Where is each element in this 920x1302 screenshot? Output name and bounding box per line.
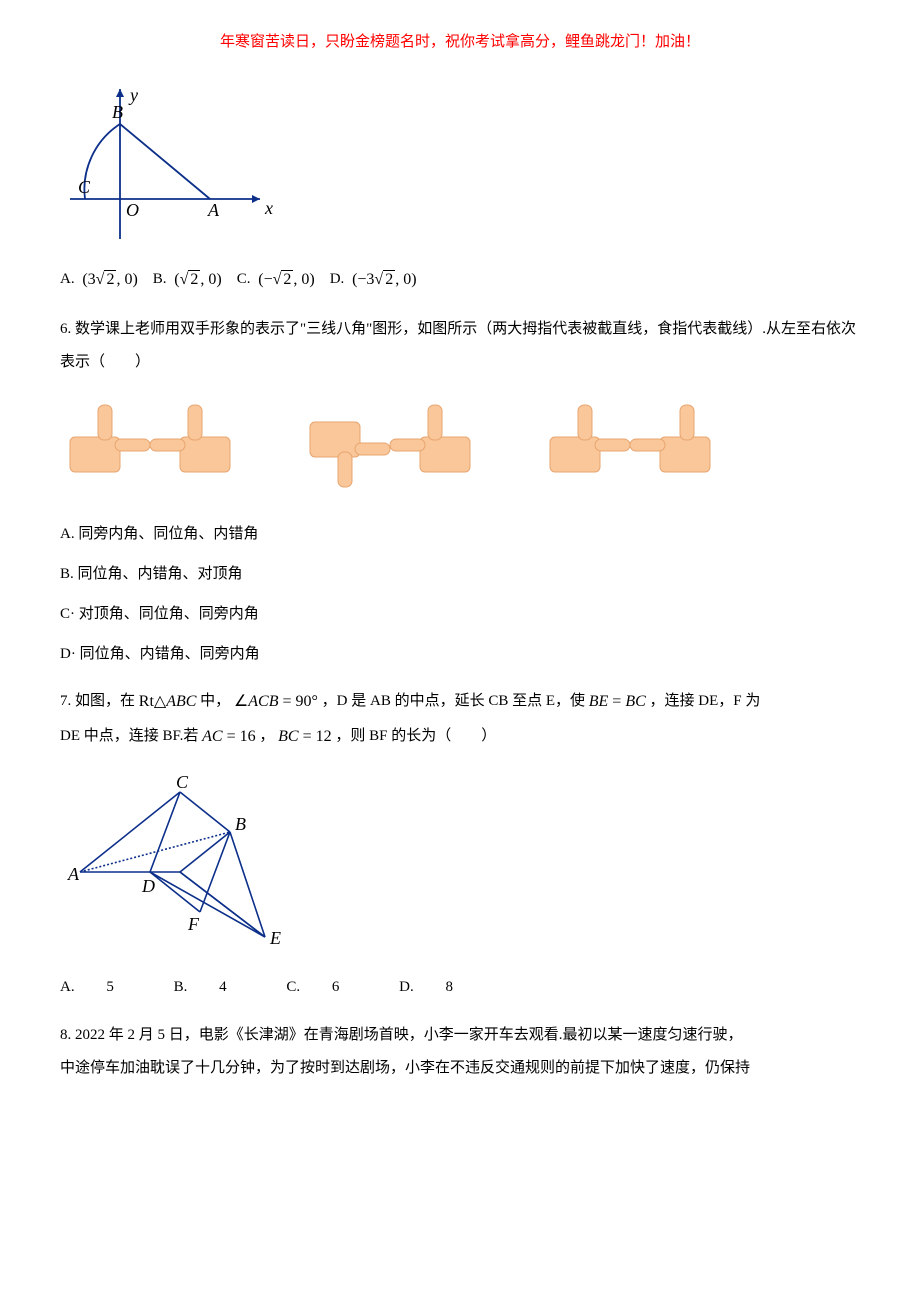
q7-ac: AC = 16 xyxy=(202,728,255,745)
q7-options: A. 5 B. 4 C. 6 D. 8 xyxy=(60,975,860,999)
q7-option-b-val: 4 xyxy=(219,979,227,995)
hand-pair-2 xyxy=(300,397,480,497)
svg-text:A: A xyxy=(67,864,80,884)
q7-bc: BC = 12 xyxy=(278,728,331,745)
q7-part2: 中， xyxy=(200,693,230,709)
q7-option-a-val: 5 xyxy=(106,979,114,995)
q5-option-a-expr: (3√2, 0) xyxy=(82,270,137,288)
q8-number: 8. xyxy=(60,1027,71,1043)
q5-option-d-expr: (−3√2, 0) xyxy=(352,270,416,288)
q7-number: 7. xyxy=(60,693,71,709)
q7-option-b: B. 4 xyxy=(174,979,255,995)
q6-option-c: C· 对顶角、同位角、同旁内角 xyxy=(60,602,860,626)
svg-text:C: C xyxy=(176,772,189,792)
svg-text:D: D xyxy=(141,876,155,896)
svg-text:y: y xyxy=(128,85,138,105)
q6-number: 6. xyxy=(60,321,71,337)
q7-part3: ，D 是 AB 的中点，延长 CB 至点 E，使 xyxy=(322,693,585,709)
q7-option-a: A. 5 xyxy=(60,979,142,995)
q7-option-c-val: 6 xyxy=(332,979,340,995)
svg-text:C: C xyxy=(78,177,91,197)
q6-option-a: A. 同旁内角、同位角、内错角 xyxy=(60,522,860,546)
q7-option-c-label: C. xyxy=(286,979,300,995)
q7-option-a-label: A. xyxy=(60,979,75,995)
hand-pair-1 xyxy=(60,397,240,497)
q7-part5: DE 中点，连接 BF.若 xyxy=(60,728,198,744)
q7-rt: Rt△ABC xyxy=(139,693,197,710)
q7-option-d-label: D. xyxy=(399,979,414,995)
q5-option-c-label: C. xyxy=(237,271,251,287)
svg-text:B: B xyxy=(112,102,123,122)
q7-part1: 如图，在 xyxy=(75,693,135,709)
q6-option-b-text: 同位角、内错角、对顶角 xyxy=(78,566,243,582)
q6-option-a-label: A. xyxy=(60,526,75,542)
page-header-motto: 年寒窗苦读日，只盼金榜题名时，祝你考试拿高分，鲤鱼跳龙门！加油！ xyxy=(60,30,860,54)
q7-triangle-figure: A B C D E F xyxy=(60,772,860,960)
q6-options: A. 同旁内角、同位角、内错角 B. 同位角、内错角、对顶角 C· 对顶角、同位… xyxy=(60,522,860,666)
q5-option-b-expr: (√2, 0) xyxy=(174,270,221,288)
q6-option-c-text: 对顶角、同位角、同旁内角 xyxy=(79,606,259,622)
q7-angle: ∠ACB = 90° xyxy=(234,693,318,710)
q5-option-c-expr: (−√2, 0) xyxy=(258,270,314,288)
svg-text:E: E xyxy=(269,928,281,948)
q5-coordinate-graph: y x B C O A xyxy=(60,79,860,257)
q5-option-b-label: B. xyxy=(153,271,167,287)
q7-eq1: BE = BC xyxy=(589,693,646,710)
q7-option-d: D. 8 xyxy=(399,979,481,995)
q6-hand-figures xyxy=(60,397,860,497)
q6-option-d: D· 同位角、内错角、同旁内角 xyxy=(60,642,860,666)
q5-options: A. (3√2, 0) B. (√2, 0) C. (−√2, 0) D. (−… xyxy=(60,267,860,293)
q7-part4: ，连接 DE，F 为 xyxy=(650,693,761,709)
q5-option-d-label: D. xyxy=(330,271,345,287)
svg-text:B: B xyxy=(235,814,246,834)
svg-text:F: F xyxy=(187,914,200,934)
q7-option-b-label: B. xyxy=(174,979,188,995)
q8-line1: 2022 年 2 月 5 日，电影《长津湖》在青海剧场首映，小李一家开车去观看.… xyxy=(75,1027,743,1043)
q6-text: 6. 数学课上老师用双手形象的表示了"三线八角"图形，如图所示（两大拇指代表被截… xyxy=(60,313,860,379)
q6-option-d-text: 同位角、内错角、同旁内角 xyxy=(80,646,260,662)
q7-comma: ， xyxy=(259,728,274,744)
hand-pair-3 xyxy=(540,397,720,497)
q7-option-c: C. 6 xyxy=(286,979,367,995)
q7-text: 7. 如图，在 Rt△ABC 中， ∠ACB = 90° ，D 是 AB 的中点… xyxy=(60,684,860,754)
svg-text:A: A xyxy=(207,200,220,220)
svg-text:O: O xyxy=(126,200,139,220)
svg-text:x: x xyxy=(264,198,273,218)
q6-option-b: B. 同位角、内错角、对顶角 xyxy=(60,562,860,586)
q6-option-a-text: 同旁内角、同位角、内错角 xyxy=(78,526,258,542)
q8-text: 8. 2022 年 2 月 5 日，电影《长津湖》在青海剧场首映，小李一家开车去… xyxy=(60,1019,860,1085)
q6-option-b-label: B. xyxy=(60,566,74,582)
q8-line2: 中途停车加油耽误了十几分钟，为了按时到达剧场，小李在不违反交通规则的前提下加快了… xyxy=(60,1060,750,1076)
q5-option-a-label: A. xyxy=(60,271,75,287)
q7-option-d-val: 8 xyxy=(445,979,453,995)
q6-option-c-label: C· xyxy=(60,606,75,622)
q7-part6: ，则 BF 的长为（ ） xyxy=(335,728,496,744)
q6-option-d-label: D· xyxy=(60,646,76,662)
q6-title: 数学课上老师用双手形象的表示了"三线八角"图形，如图所示（两大拇指代表被截直线，… xyxy=(60,321,856,370)
